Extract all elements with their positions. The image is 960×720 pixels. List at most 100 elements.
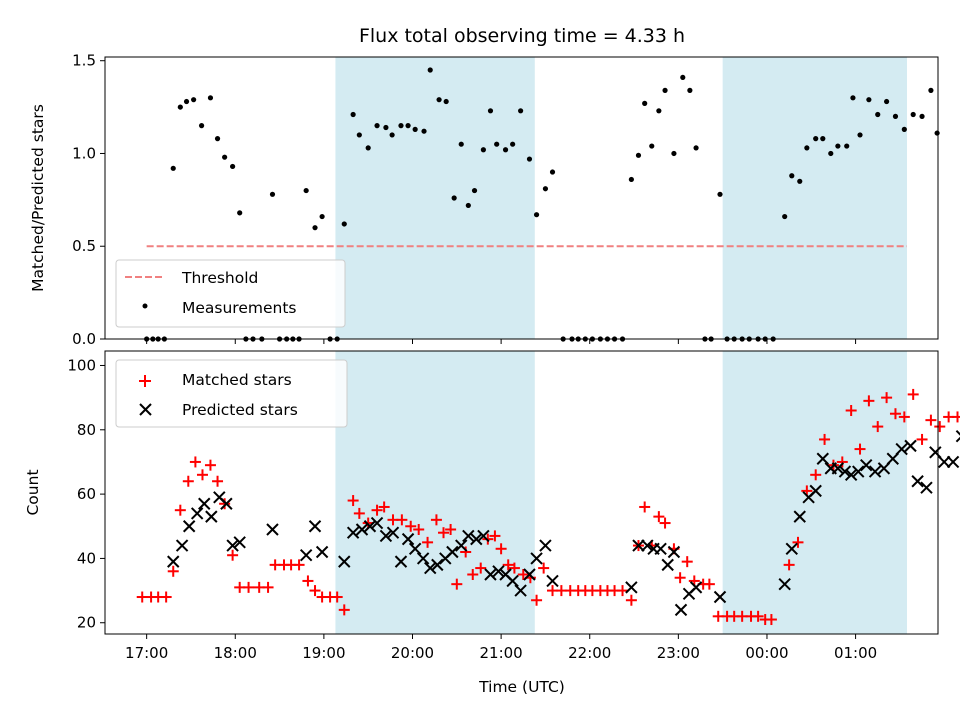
predicted-star-point — [363, 520, 377, 533]
predicted-marker-b — [523, 568, 536, 581]
predicted-star-point — [852, 465, 865, 478]
predicted-star-point — [226, 539, 239, 552]
predicted-star-point — [625, 581, 638, 594]
predicted-star-point — [877, 462, 891, 475]
predicted-marker-b — [455, 539, 468, 552]
predicted-marker-b — [831, 462, 845, 475]
predicted-marker-b — [852, 465, 865, 478]
predicted-marker-b — [308, 520, 322, 533]
predicted-marker-b — [470, 532, 483, 546]
predicted-marker-b — [484, 568, 497, 581]
measurement-point — [642, 100, 648, 106]
predicted-marker-b — [506, 574, 519, 588]
predicted-marker-b — [838, 465, 852, 478]
x-tick-label: 21:00 — [480, 644, 523, 662]
matched-star-point — [659, 517, 671, 529]
predicted-marker-b — [198, 497, 211, 510]
matched-star-point — [475, 562, 487, 574]
measurement-point — [526, 156, 533, 162]
matched-star-point — [639, 501, 651, 513]
predicted-star-point — [632, 539, 645, 552]
predicted-star-point — [386, 526, 400, 539]
measurement-point — [928, 87, 934, 93]
shaded-interval — [335, 351, 535, 634]
predicted-star-point — [506, 574, 519, 588]
y-tick-label: 40 — [77, 549, 96, 567]
predicted-marker-b — [233, 536, 246, 549]
measurement-point — [671, 150, 677, 157]
matched-star-point — [517, 569, 529, 581]
y-tick-label: 0.5 — [72, 237, 96, 255]
predicted-star-point — [530, 552, 543, 565]
predicted-marker-a — [955, 430, 960, 436]
predicted-marker-b — [809, 484, 822, 498]
bottom-axes-frame — [104, 350, 939, 635]
matched-star-point — [396, 514, 408, 526]
predicted-marker-b — [946, 455, 960, 469]
matched-star-point — [889, 408, 901, 420]
matched-star-point — [219, 498, 231, 510]
matched-star-point — [674, 572, 686, 584]
top-legend: Threshold Measurements — [115, 259, 346, 328]
predicted-star-point — [175, 539, 189, 552]
predicted-marker-b — [674, 603, 688, 617]
predicted-marker-b — [379, 529, 393, 543]
predicted-star-point — [455, 539, 468, 552]
measurement-point — [341, 221, 347, 227]
predicted-star-point — [546, 574, 559, 588]
y-tick-label: 1.0 — [72, 144, 96, 162]
predicted-marker-b — [937, 455, 951, 469]
measurement-point — [662, 87, 668, 93]
measurement-point — [804, 145, 810, 151]
matched-star-point — [653, 511, 665, 523]
measurement-point — [857, 132, 863, 138]
matched-star-point — [353, 507, 365, 519]
matched-star-point — [160, 591, 172, 603]
measurement-point — [649, 143, 655, 149]
x-tick-label: 22:00 — [568, 644, 611, 662]
measurement-point — [934, 130, 940, 136]
measurement-point — [628, 176, 634, 183]
measurement-point — [398, 123, 404, 129]
predicted-star-point — [844, 468, 858, 482]
predicted-star-point — [816, 452, 830, 465]
measurement-point — [502, 147, 509, 153]
predicted-star-point — [868, 465, 882, 478]
matched-star-point — [845, 404, 857, 416]
measurement-point — [319, 213, 325, 220]
predicted-star-point — [539, 539, 552, 552]
matched-star-point — [422, 536, 434, 548]
predicted-star-point — [233, 536, 246, 549]
predicted-star-point — [355, 523, 369, 536]
predicted-star-point — [266, 523, 279, 536]
matched-star-point — [489, 530, 501, 542]
matched-star-point — [783, 559, 795, 571]
measurement-point — [458, 141, 464, 147]
measurement-point — [170, 165, 176, 171]
matched-star-point — [951, 411, 960, 423]
measurement-point — [303, 187, 309, 194]
x-tick-label: 18:00 — [214, 644, 257, 662]
measurement-point — [910, 111, 916, 118]
predicted-star-point — [394, 555, 408, 568]
measurement-point — [471, 187, 478, 194]
predicted-star-point — [370, 516, 384, 530]
predicted-marker-b — [213, 491, 226, 504]
predicted-marker-b — [338, 555, 351, 568]
matched-star-point — [189, 456, 201, 468]
predicted-star-point — [477, 529, 490, 543]
matched-star-point — [430, 514, 442, 526]
predicted-marker-b — [514, 584, 527, 597]
shaded-interval — [335, 57, 535, 339]
chart-title: Flux total observing time = 4.33 h — [359, 25, 685, 47]
bottom-legend-box — [115, 359, 348, 428]
measurement-point — [436, 97, 442, 103]
matched-star-point — [916, 433, 928, 445]
predicted-star-point — [416, 552, 430, 565]
matched-star-point — [174, 504, 186, 516]
matched-star-point — [703, 578, 715, 590]
predicted-star-point — [946, 455, 960, 469]
predicted-marker-b — [266, 523, 279, 536]
matched-star-point — [293, 559, 305, 571]
matched-star-point — [836, 456, 848, 468]
